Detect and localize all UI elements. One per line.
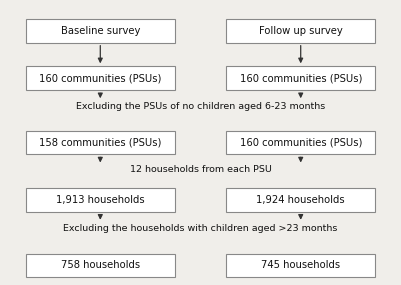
Text: 160 communities (PSUs): 160 communities (PSUs) — [239, 73, 362, 83]
FancyBboxPatch shape — [226, 131, 375, 154]
Text: 160 communities (PSUs): 160 communities (PSUs) — [239, 137, 362, 148]
FancyBboxPatch shape — [26, 188, 175, 212]
FancyBboxPatch shape — [26, 66, 175, 90]
FancyBboxPatch shape — [26, 131, 175, 154]
Text: 12 households from each PSU: 12 households from each PSU — [130, 164, 271, 174]
Text: Excluding the households with children aged >23 months: Excluding the households with children a… — [63, 224, 338, 233]
Text: Baseline survey: Baseline survey — [61, 26, 140, 36]
Text: Excluding the PSUs of no children aged 6-23 months: Excluding the PSUs of no children aged 6… — [76, 102, 325, 111]
FancyBboxPatch shape — [226, 19, 375, 43]
Text: 745 households: 745 households — [261, 260, 340, 270]
FancyBboxPatch shape — [26, 254, 175, 277]
Text: 1,913 households: 1,913 households — [56, 195, 145, 205]
Text: 160 communities (PSUs): 160 communities (PSUs) — [39, 73, 162, 83]
FancyBboxPatch shape — [26, 19, 175, 43]
Text: 158 communities (PSUs): 158 communities (PSUs) — [39, 137, 162, 148]
Text: Follow up survey: Follow up survey — [259, 26, 342, 36]
FancyBboxPatch shape — [226, 66, 375, 90]
Text: 758 households: 758 households — [61, 260, 140, 270]
Text: 1,924 households: 1,924 households — [256, 195, 345, 205]
FancyBboxPatch shape — [226, 188, 375, 212]
FancyBboxPatch shape — [226, 254, 375, 277]
